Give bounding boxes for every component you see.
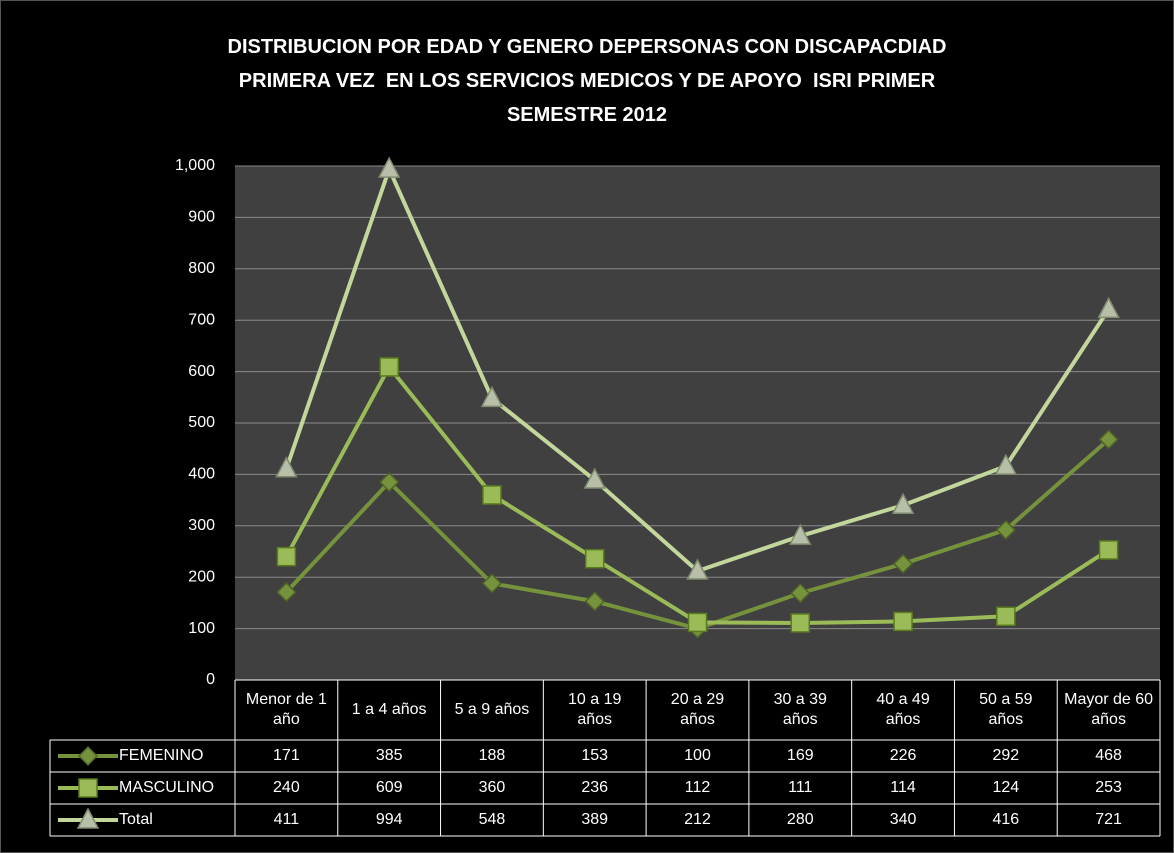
x-tick-label: 5 a 9 años <box>454 701 530 718</box>
table-value: 340 <box>890 811 917 828</box>
x-tick-label: 40 a 49 años <box>876 691 930 728</box>
table-value: 389 <box>581 811 608 828</box>
x-tick-label: 50 a 59 años <box>979 691 1033 728</box>
x-tick-label: 1 a 4 años <box>351 701 427 718</box>
x-tick-label: 10 a 19 años <box>568 691 622 728</box>
marker <box>379 472 400 493</box>
marker <box>996 606 1016 627</box>
table-value: 212 <box>684 811 711 828</box>
title-line: SEMESTRE 2012 <box>506 104 668 126</box>
table-value: 411 <box>274 811 300 828</box>
table-value: 124 <box>992 779 1019 796</box>
table-value: 385 <box>376 747 403 764</box>
x-tick-label: Mayor de 60 años <box>1064 691 1154 728</box>
marker <box>377 156 401 178</box>
table-value: 280 <box>787 811 814 828</box>
y-tick-label: 800 <box>188 260 215 277</box>
marker <box>789 523 812 545</box>
table-value: 111 <box>788 779 812 796</box>
table-value: 253 <box>1095 779 1122 796</box>
marker <box>687 612 708 633</box>
table-value: 153 <box>581 747 608 764</box>
table-value: 226 <box>890 747 917 764</box>
marker <box>1097 296 1120 319</box>
legend-label: MASCULINO <box>119 779 214 796</box>
marker <box>275 456 298 478</box>
marker <box>686 558 709 580</box>
table-value: 468 <box>1095 747 1122 764</box>
title-line: DISTRIBUCION POR EDAD Y GENERO DEPERSONA… <box>227 36 947 58</box>
y-tick-label: 300 <box>188 517 215 534</box>
marker <box>995 519 1016 540</box>
table-value: 169 <box>787 747 814 764</box>
marker <box>1098 540 1119 560</box>
table-value: 240 <box>273 779 300 796</box>
legend-label: FEMENINO <box>119 747 203 764</box>
marker <box>480 385 504 408</box>
y-tick-label: 700 <box>188 311 215 328</box>
table-value: 416 <box>992 811 1019 828</box>
table-value: 188 <box>479 747 506 764</box>
y-tick-label: 0 <box>206 671 215 688</box>
y-tick-label: 200 <box>188 568 215 585</box>
marker <box>78 778 98 798</box>
marker <box>790 583 811 604</box>
table-value: 114 <box>890 779 916 796</box>
marker <box>891 492 915 514</box>
table-value: 994 <box>376 811 403 828</box>
marker <box>276 582 297 603</box>
table-value: 360 <box>479 779 506 796</box>
marker <box>584 548 605 569</box>
y-tick-label: 400 <box>188 466 215 483</box>
y-tick-label: 100 <box>188 620 215 637</box>
y-tick-label: 1,000 <box>175 157 215 174</box>
marker <box>790 613 811 633</box>
x-tick-label: 30 a 39 años <box>773 691 827 728</box>
y-tick-label: 500 <box>188 414 215 431</box>
marker <box>1098 429 1119 450</box>
marker <box>77 745 99 767</box>
marker <box>76 807 100 829</box>
table-value: 548 <box>479 811 506 828</box>
table-value: 236 <box>581 779 608 796</box>
marker <box>482 485 502 505</box>
table-value: 292 <box>992 747 1019 764</box>
marker <box>584 591 605 612</box>
legend-label: Total <box>119 811 153 828</box>
title-line: PRIMERA VEZ EN LOS SERVICIOS MEDICOS Y D… <box>238 70 936 92</box>
table-value: 171 <box>273 747 300 764</box>
y-tick-label: 600 <box>188 363 215 380</box>
marker <box>481 573 503 594</box>
marker <box>276 546 297 567</box>
y-tick-label: 900 <box>188 209 215 226</box>
table-value: 100 <box>684 747 711 764</box>
x-tick-label: Menor de 1 año <box>245 691 327 728</box>
marker <box>893 611 913 632</box>
chart-title: DISTRIBUCION POR EDAD Y GENERO DEPERSONA… <box>0 30 1174 132</box>
marker <box>994 453 1018 475</box>
marker <box>379 357 399 377</box>
table-value: 721 <box>1095 811 1122 828</box>
table-value: 112 <box>685 779 711 796</box>
marker <box>892 553 914 574</box>
marker <box>583 467 606 489</box>
table-value: 609 <box>376 779 403 796</box>
x-tick-label: 20 a 29 años <box>670 691 725 728</box>
